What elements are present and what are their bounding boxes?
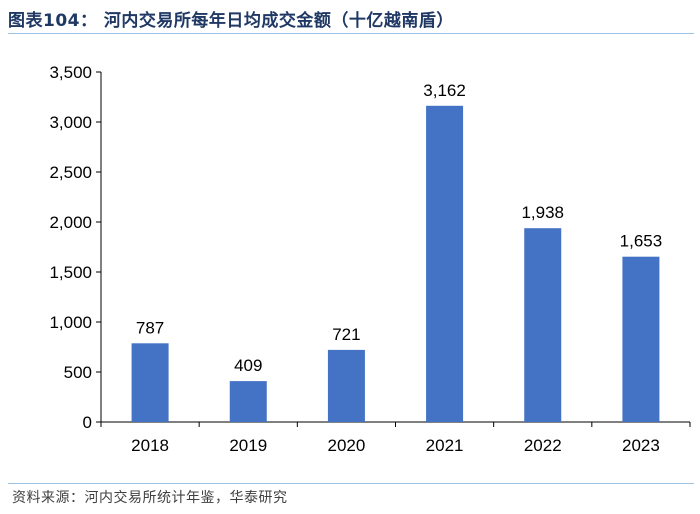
x-axis: 2018 2019 2020 2021 2022 2023	[100, 421, 691, 455]
bar-2022	[524, 228, 562, 422]
data-label-2018: 787	[136, 318, 164, 337]
data-labels: 787 409 721 3,162 1,938 1,653	[136, 81, 662, 375]
y-tick-label: 3,000	[49, 113, 92, 132]
bar-2018	[131, 343, 169, 422]
bar-2019	[229, 381, 267, 422]
x-tick-label-2020: 2020	[328, 436, 366, 455]
data-label-2021: 3,162	[423, 81, 466, 100]
bar-series	[131, 105, 660, 423]
data-label-2019: 409	[234, 356, 262, 375]
data-label-2020: 721	[332, 325, 360, 344]
y-tick-label: 1,000	[49, 313, 92, 332]
data-label-2022: 1,938	[521, 203, 564, 222]
y-tick-label: 0	[83, 413, 92, 432]
y-tick-label: 1,500	[49, 263, 92, 282]
x-tick-label-2019: 2019	[229, 436, 267, 455]
x-tick-label-2018: 2018	[131, 436, 169, 455]
y-tick-label: 2,500	[49, 163, 92, 182]
bar-2021	[426, 105, 464, 423]
y-tick-label: 2,000	[49, 213, 92, 232]
bar-2020	[327, 349, 365, 422]
x-tick-label-2021: 2021	[426, 436, 464, 455]
bar-2023	[622, 256, 660, 422]
y-tick-label: 3,500	[49, 63, 92, 82]
source-note: 资料来源：河内交易所统计年鉴，华泰研究	[12, 490, 288, 506]
figure-title: 图表104： 河内交易所每年日均成交金额（十亿越南盾）	[8, 11, 454, 31]
x-tick-label-2023: 2023	[622, 436, 660, 455]
y-axis: 0 500 1,000 1,500 2,000 2,500 3,000 3,500	[49, 63, 102, 432]
y-tick-label: 500	[64, 363, 92, 382]
data-label-2023: 1,653	[620, 232, 663, 251]
title-divider	[8, 33, 694, 34]
footer-divider	[8, 483, 694, 484]
x-tick-label-2022: 2022	[524, 436, 562, 455]
